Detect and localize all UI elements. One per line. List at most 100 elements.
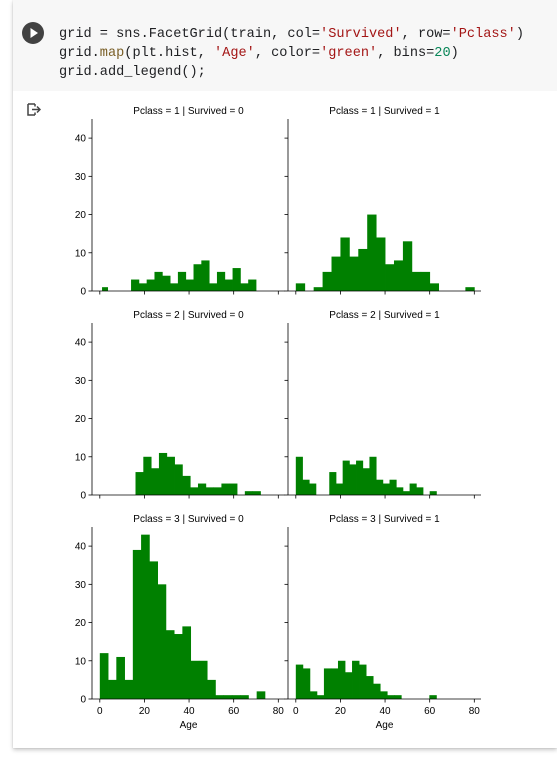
- histogram-bar: [359, 664, 367, 699]
- y-tick-label: 30: [75, 580, 87, 591]
- y-tick-label: 10: [75, 656, 87, 667]
- histogram-bar: [99, 653, 109, 699]
- histogram-bar: [416, 487, 424, 495]
- code-editor[interactable]: grid = sns.FacetGrid(train, col='Survive…: [13, 0, 557, 91]
- histogram-bar: [313, 287, 323, 291]
- histogram-bar: [205, 487, 215, 495]
- histogram-bar: [182, 626, 192, 699]
- histogram-bar: [349, 464, 357, 495]
- code-token: , row=: [401, 27, 451, 42]
- histogram-bar: [165, 630, 175, 699]
- histogram-bar: [387, 695, 395, 699]
- y-tick-label: 30: [75, 376, 87, 387]
- histogram-bar: [402, 491, 411, 495]
- y-tick-label: 0: [80, 287, 86, 298]
- code-token: 'Pclass': [450, 27, 516, 42]
- histogram-bar: [380, 691, 388, 699]
- histogram-bar: [465, 287, 475, 291]
- histogram-bar: [309, 691, 318, 699]
- histogram-bar: [295, 456, 303, 495]
- code-token: map: [99, 46, 125, 61]
- x-tick-label: 0: [293, 706, 299, 717]
- histogram-bar: [393, 260, 404, 291]
- y-tick-label: 0: [80, 695, 86, 706]
- histogram-bar: [132, 549, 142, 699]
- histogram-bar: [323, 668, 332, 699]
- notebook-cell: grid = sns.FacetGrid(train, col='Survive…: [13, 0, 557, 748]
- facet-panel: Pclass = 2 | Survived = 1: [284, 310, 481, 499]
- histogram-bar: [367, 214, 377, 291]
- histogram-bar: [157, 584, 167, 699]
- histogram-bar: [177, 271, 187, 291]
- code-token: (plt.hist,: [124, 46, 215, 61]
- code-token: grid.add_legend();: [59, 65, 206, 80]
- y-tick-label: 10: [75, 452, 87, 463]
- histogram-bar: [335, 483, 344, 495]
- x-tick-label: 80: [273, 706, 285, 717]
- code-token: ): [515, 27, 525, 42]
- code-token: 'Age': [214, 46, 255, 61]
- histogram-bar: [358, 248, 368, 291]
- histogram-bar: [402, 241, 413, 291]
- histogram-bar: [170, 283, 179, 291]
- histogram-bar: [223, 695, 233, 699]
- x-axis-label: Age: [180, 720, 198, 731]
- histogram-bar: [340, 237, 350, 291]
- histogram-bar: [252, 491, 261, 495]
- histogram-bar: [362, 468, 370, 495]
- histogram-bar: [229, 483, 238, 495]
- y-tick-label: 40: [75, 338, 87, 349]
- histogram-bar: [158, 452, 168, 495]
- output-redirect-icon[interactable]: [27, 103, 41, 116]
- x-tick-label: 20: [139, 706, 151, 717]
- code-line: grid = sns.FacetGrid(train, col='Survive…: [59, 27, 524, 42]
- histogram-bar: [182, 475, 191, 495]
- histogram-bar: [154, 271, 163, 291]
- histogram-bar: [330, 668, 339, 699]
- x-tick-label: 40: [379, 706, 391, 717]
- facet-title: Pclass = 1 | Survived = 1: [329, 106, 440, 117]
- facet-panel: 0 20 40 60 80 Pclass = 3 | Survived = 1 Age: [284, 514, 481, 731]
- x-tick-label: 0: [97, 706, 103, 717]
- histogram-bar: [396, 487, 404, 495]
- histogram-bar: [213, 487, 222, 495]
- code-text[interactable]: grid = sns.FacetGrid(train, col='Survive…: [59, 25, 524, 82]
- histogram-bar: [209, 283, 218, 291]
- histogram-bar: [240, 695, 249, 699]
- histogram-bar: [174, 464, 183, 495]
- histogram-bar: [207, 679, 216, 699]
- code-line: grid.map(plt.hist, 'Age', color='green',…: [59, 46, 459, 61]
- x-axis-label: Age: [376, 720, 394, 731]
- facet-panel: Pclass = 1 | Survived = 1: [284, 106, 481, 295]
- code-token: 20: [434, 46, 451, 61]
- run-cell-button[interactable]: [22, 22, 44, 44]
- histogram-bar: [429, 283, 440, 291]
- histogram-bar: [240, 283, 249, 291]
- histogram-bar: [149, 561, 158, 699]
- histogram-bar: [309, 483, 317, 495]
- code-token: grid = sns.FacetGrid(train, col=: [59, 27, 321, 42]
- histogram-bar: [342, 460, 350, 495]
- histogram-bar: [185, 279, 194, 291]
- x-tick-label: 80: [469, 706, 481, 717]
- facet-panel: 0 10 20 30 40 Pclass = 1 | Survived = 0: [75, 106, 285, 298]
- histogram-bar: [429, 491, 437, 495]
- histogram-bar: [322, 271, 332, 291]
- histogram-bar: [232, 268, 241, 291]
- histogram-bar: [108, 679, 117, 699]
- facet-title: Pclass = 3 | Survived = 1: [329, 514, 440, 525]
- histogram-bar: [162, 275, 171, 291]
- histogram-bar: [151, 468, 160, 495]
- histogram-bar: [356, 460, 364, 495]
- facet-panel: 0 10 20 30 40 Pclass = 2 | Survived = 0: [75, 310, 285, 502]
- y-tick-label: 10: [75, 248, 87, 259]
- histogram-bar: [382, 483, 390, 495]
- histogram-bar: [352, 660, 360, 699]
- facet-title: Pclass = 2 | Survived = 1: [329, 310, 440, 321]
- histogram-bar: [224, 279, 233, 291]
- facet-grid-plot: 0 10 20 30 40 Pclass = 1 | Survived = 0 Pclass…: [75, 106, 481, 731]
- facet-title: Pclass = 1 | Survived = 0: [133, 106, 244, 117]
- histogram-bar: [394, 695, 402, 699]
- histogram-bar: [215, 695, 225, 699]
- histogram-bar: [197, 483, 207, 495]
